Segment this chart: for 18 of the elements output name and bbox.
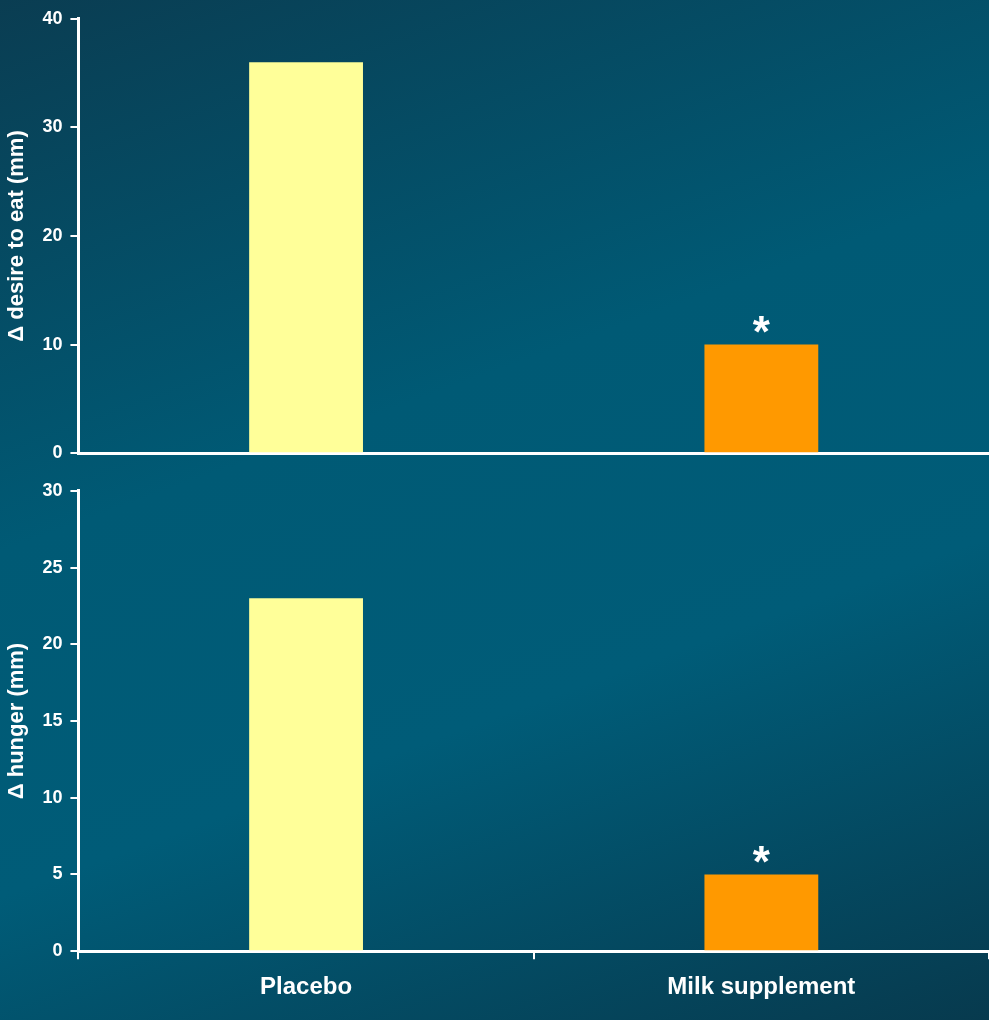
- x-tick-label: Placebo: [260, 972, 353, 1000]
- y-tick-label: 10: [42, 786, 63, 807]
- y-tick-label: 20: [42, 224, 63, 245]
- y-tick-label: 30: [42, 479, 63, 500]
- x-tick-label: Milk supplement: [667, 972, 856, 1000]
- y-tick-label: 20: [42, 633, 63, 654]
- y-tick-label: 10: [42, 333, 63, 354]
- y-tick-label: 0: [52, 442, 63, 463]
- y-tick-label: 15: [42, 709, 63, 730]
- y-tick-label: 40: [42, 7, 63, 28]
- y-tick-label: 0: [52, 940, 63, 961]
- y-tick-label: 25: [42, 556, 63, 577]
- y-tick-label: 30: [42, 116, 63, 137]
- annotation: *: [752, 836, 771, 886]
- y-axis-title: Δ desire to eat (mm): [3, 130, 29, 342]
- annotation: *: [752, 306, 771, 356]
- y-tick-label: 5: [52, 863, 63, 884]
- y-axis-title: Δ hunger (mm): [3, 642, 29, 800]
